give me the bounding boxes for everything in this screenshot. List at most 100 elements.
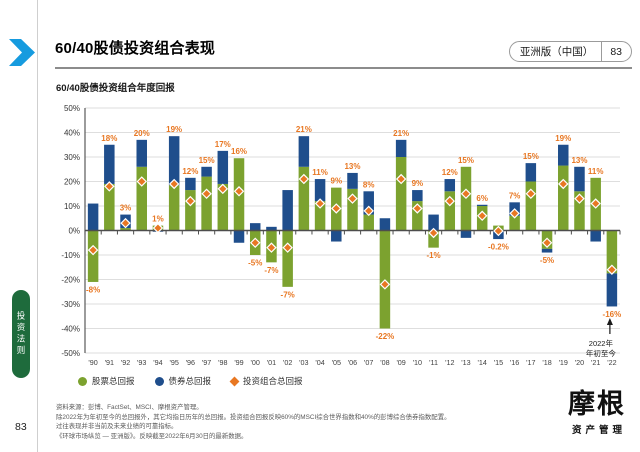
svg-text:-30%: -30%: [61, 300, 80, 309]
annual-returns-chart: 50% 40% 30% 20% 10% 0% -10% -20% -30% -40% -50% -8%…: [61, 104, 621, 367]
svg-text:'21: '21: [591, 358, 600, 367]
footnote-line: 资料来源：彭博、FactSet、MSCI、摩根资产管理。: [56, 404, 203, 411]
svg-text:'94: '94: [153, 358, 162, 367]
svg-text:'04: '04: [315, 358, 324, 367]
svg-text:9%: 9%: [331, 177, 343, 186]
edition-label: 亚洲版（中国）: [519, 46, 594, 58]
zero-axis: [84, 229, 621, 235]
sidebar-tab-investment-principles: 投资法则: [12, 290, 30, 378]
edition-badge: 亚洲版（中国） 83: [508, 41, 632, 62]
legend-item-bond: 债券总回报: [154, 375, 212, 387]
stock-circle-icon: [78, 376, 87, 386]
svg-text:1%: 1%: [152, 215, 164, 224]
svg-text:11%: 11%: [312, 168, 328, 177]
chevron-right-icon: [9, 39, 35, 66]
page-number: 83: [15, 421, 27, 433]
svg-text:11%: 11%: [588, 167, 604, 176]
svg-text:-22%: -22%: [376, 332, 395, 341]
y-axis-labels: 50% 40% 30% 20% 10% 0% -10% -20% -30% -40% -50%: [61, 104, 80, 358]
svg-text:6%: 6%: [476, 194, 488, 203]
page-title: 60/40股债投资组合表现: [55, 40, 216, 57]
svg-text:15%: 15%: [523, 152, 539, 161]
svg-text:'01: '01: [267, 358, 276, 367]
svg-text:'96: '96: [186, 358, 195, 367]
left-page-divider: [37, 0, 38, 452]
svg-text:'08: '08: [380, 358, 389, 367]
svg-text:-5%: -5%: [248, 259, 262, 268]
svg-text:'17: '17: [526, 358, 535, 367]
svg-text:19%: 19%: [166, 125, 182, 134]
portfolio-diamonds: [87, 173, 618, 290]
svg-text:'12: '12: [445, 358, 454, 367]
svg-text:19%: 19%: [555, 134, 571, 143]
svg-text:40%: 40%: [64, 129, 80, 138]
svg-text:30%: 30%: [64, 153, 80, 162]
svg-text:-5%: -5%: [540, 256, 554, 265]
svg-text:18%: 18%: [101, 134, 117, 143]
portfolio-diamond-icon: [229, 376, 240, 386]
svg-text:17%: 17%: [215, 140, 231, 149]
svg-text:'02: '02: [283, 358, 292, 367]
header-divider: [55, 67, 632, 69]
svg-text:'19: '19: [559, 358, 568, 367]
svg-text:20%: 20%: [64, 178, 80, 187]
svg-text:'15: '15: [494, 358, 503, 367]
chart-legend: 股票总回报 债券总回报 投资组合总回报: [78, 375, 303, 387]
svg-text:'91: '91: [105, 358, 114, 367]
footnote-line: 除2022年为年初至今的总回报外，其它均指日历年的总回报。投资组合回报反映60%…: [56, 413, 451, 421]
svg-text:15%: 15%: [458, 156, 474, 165]
svg-text:'16: '16: [510, 358, 519, 367]
svg-text:21%: 21%: [296, 125, 312, 134]
footnote-line: 过往表现并非当前及未来业绩的可靠指标。: [56, 423, 178, 431]
logo-name: 摩根: [568, 389, 626, 420]
bar-labels: -8%18%3%20%1%19%12%15%17%16%-5%-7%-7%21%…: [86, 125, 621, 341]
svg-text:'11: '11: [429, 358, 438, 367]
svg-text:7%: 7%: [509, 191, 521, 200]
svg-text:'14: '14: [478, 358, 487, 367]
svg-text:'95: '95: [169, 358, 178, 367]
svg-text:-0.2%: -0.2%: [488, 243, 509, 252]
svg-text:'18: '18: [542, 358, 551, 367]
logo-morgan: 摩根 资产管理: [568, 390, 626, 436]
svg-text:50%: 50%: [64, 104, 80, 113]
badge-page-number: 83: [610, 45, 622, 58]
svg-text:'90: '90: [88, 358, 97, 367]
chart-subtitle: 60/40股债投资组合年度回报: [56, 83, 175, 94]
legend-item-stock: 股票总回报: [78, 375, 135, 387]
legend-label-stock: 股票总回报: [92, 376, 135, 386]
svg-text:12%: 12%: [442, 168, 458, 177]
svg-text:8%: 8%: [363, 180, 375, 189]
svg-text:-50%: -50%: [61, 349, 80, 358]
svg-text:年初至今: 年初至今: [586, 348, 616, 358]
footnotes: 资料来源：彭博、FactSet、MSCI、摩根资产管理。 除2022年为年初至今…: [56, 403, 528, 441]
svg-text:'07: '07: [364, 358, 373, 367]
footnote-line: 《环球市场纵览 — 亚洲版》。反映截至2022年6月30日的最新数据。: [56, 432, 248, 440]
svg-text:-40%: -40%: [61, 325, 80, 334]
svg-text:'10: '10: [413, 358, 422, 367]
svg-text:-20%: -20%: [61, 276, 80, 285]
logo-subtitle: 资产管理: [571, 424, 626, 436]
svg-text:'13: '13: [461, 358, 470, 367]
x-axis-labels: '90 '91 '92 '93 '94 '95 '96 '97 '98 '99 '00 '01 '02 '…: [88, 358, 616, 367]
svg-text:'09: '09: [396, 358, 405, 367]
svg-text:'00: '00: [251, 358, 260, 367]
svg-text:-8%: -8%: [86, 285, 100, 294]
svg-text:2022年: 2022年: [589, 338, 614, 348]
svg-text:'03: '03: [299, 358, 308, 367]
svg-text:13%: 13%: [571, 156, 587, 165]
svg-text:'05: '05: [332, 358, 341, 367]
svg-text:'97: '97: [202, 358, 211, 367]
svg-text:-10%: -10%: [61, 251, 80, 260]
badge-divider: [601, 42, 603, 61]
legend-label-portfolio: 投资组合总回报: [243, 376, 303, 386]
svg-text:'99: '99: [234, 358, 243, 367]
svg-text:'20: '20: [575, 358, 584, 367]
legend-label-bond: 债券总回报: [168, 376, 212, 386]
svg-text:-1%: -1%: [426, 251, 440, 260]
svg-text:-7%: -7%: [264, 266, 278, 275]
svg-text:'92: '92: [121, 358, 130, 367]
svg-text:12%: 12%: [182, 167, 198, 176]
svg-text:10%: 10%: [64, 202, 80, 211]
svg-text:'93: '93: [137, 358, 146, 367]
